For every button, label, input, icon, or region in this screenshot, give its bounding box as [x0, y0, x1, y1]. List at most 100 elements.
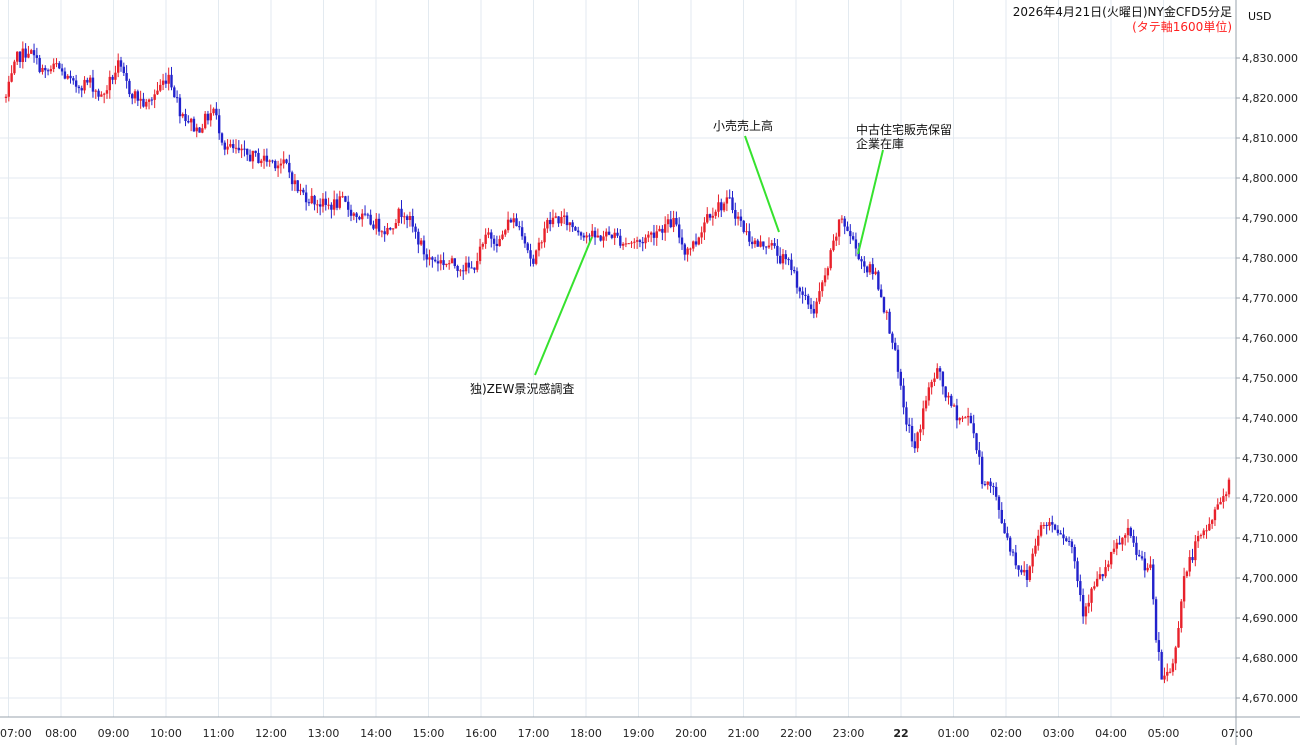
candle-body — [720, 202, 723, 211]
candle-body — [1008, 537, 1012, 552]
candle-body — [689, 248, 692, 250]
candle-body — [908, 424, 911, 427]
candle-body — [1095, 578, 1099, 587]
currency-label[interactable]: USD — [1248, 10, 1272, 23]
candle-body — [338, 196, 341, 208]
time-axis[interactable]: 07:00 08:00 09:00 10:00 11:00 12:00 13:00 14:00… — [0, 716, 1300, 740]
x-tick-label: 02:00 — [990, 727, 1022, 740]
candle-body — [91, 77, 95, 92]
y-tick-label: 4,720.000 — [1242, 492, 1298, 505]
candle-body — [88, 77, 92, 83]
candle-body — [119, 60, 123, 67]
candle-body — [621, 243, 625, 246]
candle-body — [518, 226, 521, 228]
candle-body — [548, 220, 552, 225]
candle-body — [607, 231, 611, 235]
x-tick-label: 09:00 — [98, 727, 130, 740]
candle-body — [363, 213, 367, 215]
candle-body — [175, 97, 179, 99]
x-tick-label: 23:00 — [833, 727, 865, 740]
candle-body — [692, 241, 695, 249]
candle-body — [893, 342, 897, 350]
candle-body — [433, 259, 437, 262]
candle-body — [588, 235, 591, 237]
candle-body — [644, 237, 647, 244]
candle-body — [327, 204, 330, 206]
candle-body — [136, 91, 140, 101]
candle-body — [854, 239, 858, 249]
candle-body — [759, 241, 762, 247]
candle-body — [543, 228, 546, 243]
candle-body — [714, 211, 717, 216]
candle-body — [619, 235, 622, 246]
candle-body — [837, 219, 841, 237]
candle-body — [1140, 556, 1144, 559]
chart-subtitle: (タテ軸1600単位) — [1132, 19, 1232, 34]
candle-body — [683, 244, 687, 255]
candle-body — [686, 248, 689, 255]
candle-body — [787, 259, 790, 261]
annotation-leader-line — [534, 236, 593, 376]
candle-body — [902, 385, 905, 408]
candle-body — [341, 196, 344, 198]
candle-body — [809, 304, 813, 309]
candle-body — [361, 213, 364, 220]
candle-body — [133, 91, 137, 99]
y-tick-label: 4,690.000 — [1242, 612, 1298, 625]
y-tick-label: 4,710.000 — [1242, 532, 1298, 545]
annotation-label: 小売売上高 — [713, 118, 773, 133]
candle-body — [302, 189, 305, 193]
candle-body — [523, 236, 527, 244]
candle-body — [835, 236, 838, 241]
candle-body — [405, 216, 409, 221]
candle-body — [1180, 601, 1183, 629]
candle-body — [220, 133, 224, 143]
candle-body — [1118, 542, 1121, 545]
candle-body — [770, 243, 773, 246]
y-tick-label: 4,730.000 — [1242, 452, 1298, 465]
candle-body — [453, 258, 456, 267]
candle-body — [46, 70, 50, 72]
candle-body — [610, 234, 614, 238]
candle-body — [1208, 523, 1211, 531]
candle-body — [983, 484, 987, 486]
candle-body — [627, 243, 630, 245]
candle-body — [666, 219, 670, 225]
candle-body — [557, 216, 560, 224]
candle-body — [568, 222, 572, 226]
candle-body — [781, 254, 785, 264]
candle-body — [153, 94, 156, 100]
candle-body — [304, 192, 308, 203]
candle-body — [641, 241, 644, 244]
candle-body — [1037, 535, 1040, 546]
candle-body — [936, 368, 939, 379]
candle-body — [865, 266, 869, 273]
candle-body — [599, 235, 602, 241]
candle-body — [349, 209, 353, 216]
candle-body — [164, 80, 168, 84]
candle-body — [187, 121, 190, 123]
candle-body — [86, 79, 89, 83]
candle-body — [767, 245, 771, 248]
candle-body — [411, 216, 414, 227]
candle-body — [722, 203, 726, 211]
x-tick-label: 14:00 — [360, 727, 392, 740]
candle-body — [1070, 541, 1074, 547]
candle-body — [1188, 557, 1191, 572]
x-tick-label: 07:00 — [1221, 727, 1253, 740]
candle-body — [63, 71, 67, 79]
candle-body — [366, 214, 370, 216]
candle-body — [565, 215, 569, 226]
candle-body — [32, 50, 36, 56]
candle-body — [680, 237, 684, 245]
price-axis[interactable]: 4,670.000 4,680.000 4,690.000 4,700.000 4,71… — [1235, 0, 1298, 745]
candle-body — [980, 456, 984, 485]
candle-body — [30, 50, 33, 54]
candle-body — [1160, 651, 1163, 680]
candle-body — [1168, 671, 1172, 673]
candle-body — [899, 371, 902, 386]
y-tick-label: 4,800.000 — [1242, 172, 1298, 185]
candle-body — [776, 245, 779, 256]
